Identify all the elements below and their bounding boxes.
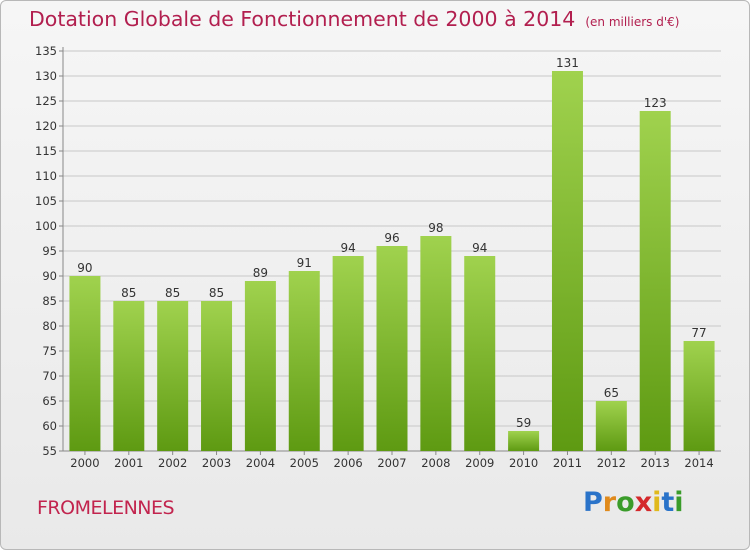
bar-value-label: 90	[77, 261, 92, 275]
x-tick-label: 2002	[158, 456, 187, 470]
bar-2004	[244, 281, 276, 451]
axes: 55 60 65 70 75 80 85 90 95 100 105 110 115 120 125 130 1…	[35, 44, 721, 470]
y-tick-label: 60	[42, 419, 57, 433]
y-tick-label: 100	[35, 219, 57, 233]
y-tick-label: 95	[42, 244, 57, 258]
x-tick-label: 2011	[553, 456, 582, 470]
x-tick-label: 2013	[641, 456, 670, 470]
y-tick-label: 85	[42, 294, 57, 308]
bar-2013	[639, 111, 671, 451]
x-tick-label: 2010	[509, 456, 538, 470]
bar-2009	[464, 256, 496, 451]
y-tick-label: 80	[42, 319, 57, 333]
x-tick-label: 2007	[377, 456, 406, 470]
bar-2003	[201, 301, 233, 451]
bar-2007	[376, 246, 408, 451]
bar-2000	[69, 276, 101, 451]
logo-letter: i	[674, 487, 684, 518]
logo-letter: P	[583, 487, 603, 518]
bar-value-label: 96	[384, 231, 399, 245]
y-tick-label: 70	[42, 369, 57, 383]
y-tick-label: 110	[35, 169, 57, 183]
bar-value-label: 94	[340, 241, 355, 255]
bar-value-label: 94	[472, 241, 487, 255]
y-tick-label: 105	[35, 194, 57, 208]
logo-letter: i	[652, 487, 662, 518]
chart-unit-note: (en milliers d'€)	[585, 15, 680, 29]
bar-value-label: 91	[297, 256, 312, 270]
bar-2005	[288, 271, 320, 451]
bar-value-label: 77	[691, 326, 706, 340]
logo-letter: x	[634, 487, 653, 518]
bar-value-label: 65	[604, 386, 619, 400]
bar-value-label: 89	[253, 266, 268, 280]
y-tick-label: 125	[35, 94, 57, 108]
chart-title-text: Dotation Globale de Fonctionnement de 20…	[29, 7, 576, 31]
chart-title: Dotation Globale de Fonctionnement de 20…	[29, 7, 679, 31]
x-tick-label: 2014	[684, 456, 713, 470]
y-tick-label: 65	[42, 394, 57, 408]
bar-value-label: 59	[516, 416, 531, 430]
x-tick-label: 2000	[70, 456, 99, 470]
logo-letter: o	[616, 487, 635, 518]
bar-2008	[420, 236, 452, 451]
y-tick-label: 55	[42, 444, 57, 458]
logo-letter: r	[602, 487, 617, 518]
x-tick-label: 2001	[114, 456, 143, 470]
bar-value-label: 123	[644, 96, 667, 110]
x-tick-label: 2005	[290, 456, 319, 470]
y-tick-label: 90	[42, 269, 57, 283]
bar-2006	[332, 256, 364, 451]
commune-name: FROMELENNES	[37, 497, 175, 519]
y-tick-label: 130	[35, 69, 57, 83]
x-tick-label: 2008	[421, 456, 450, 470]
y-tick-label: 75	[42, 344, 57, 358]
x-tick-label: 2003	[202, 456, 231, 470]
bar-2012	[595, 401, 627, 451]
bar-2001	[113, 301, 145, 451]
bar-value-label: 85	[209, 286, 224, 300]
y-tick-label: 120	[35, 119, 57, 133]
bar-value-label: 131	[556, 56, 579, 70]
bar-2010	[508, 431, 540, 451]
x-tick-label: 2009	[465, 456, 494, 470]
proxiti-logo[interactable]: Proxiti	[583, 487, 684, 518]
bar-2011	[551, 71, 583, 451]
bar-value-label: 85	[165, 286, 180, 300]
logo-letter: t	[661, 487, 675, 518]
x-tick-label: 2004	[246, 456, 275, 470]
bar-2014	[683, 341, 715, 451]
x-tick-label: 2006	[333, 456, 362, 470]
bar-value-label: 98	[428, 221, 443, 235]
x-tick-label: 2012	[597, 456, 626, 470]
bars: 90 85 85 85 89 91 94 96 98 94 59 131 65 123 77	[69, 56, 715, 451]
bar-2002	[157, 301, 189, 451]
y-tick-label: 115	[35, 144, 57, 158]
y-tick-label: 135	[35, 44, 57, 58]
bar-value-label: 85	[121, 286, 136, 300]
